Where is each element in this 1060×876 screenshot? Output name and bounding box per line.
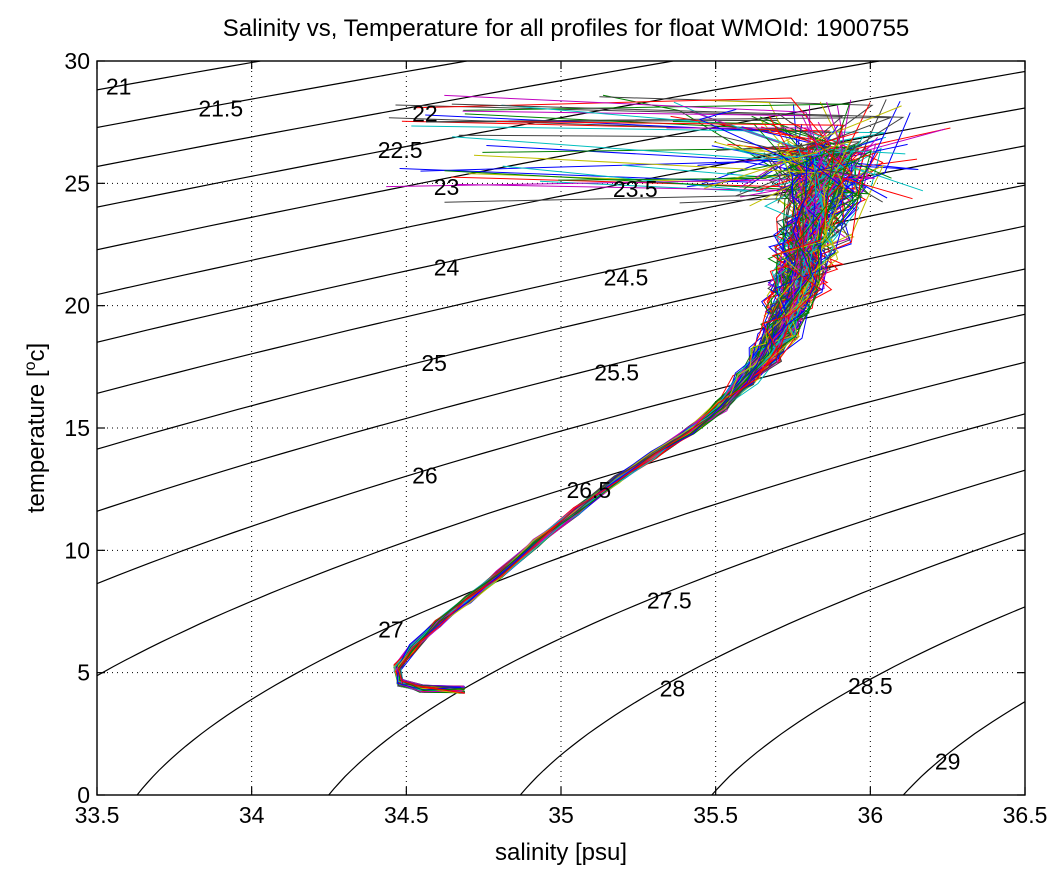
profile-line	[395, 172, 832, 694]
profile-line	[399, 168, 816, 691]
profile-line	[397, 155, 829, 690]
profile-line	[397, 135, 853, 694]
density-contour-line	[97, 225, 1025, 450]
profile-line	[399, 158, 832, 691]
profile-line	[396, 157, 840, 691]
profile-line	[397, 141, 844, 694]
chart-title: Salinity vs, Temperature for all profile…	[223, 15, 910, 42]
density-contour-label: 23.5	[613, 176, 658, 202]
x-tick-label: 35.5	[693, 802, 738, 828]
profile-line	[393, 147, 847, 693]
profile-line	[399, 149, 846, 689]
density-contour-line	[97, 107, 1025, 296]
y-tick-label: 20	[64, 293, 90, 319]
density-contour-label: 28.5	[848, 673, 893, 699]
y-tick-label: 25	[64, 170, 90, 196]
y-axis-label: temperature [oc]	[22, 343, 50, 513]
density-contour-line	[97, 361, 1025, 677]
y-tick-label: 5	[77, 660, 90, 686]
density-contour-line	[97, 145, 1025, 343]
profile-line	[398, 150, 826, 691]
profile-line	[396, 131, 855, 693]
ticks: 33.5 34 34.5 35 35.5 36 36.5 0 5 10 15 20 25 30	[64, 48, 1047, 828]
y-axis-label-superscript: o	[22, 361, 39, 370]
profile-line	[395, 154, 825, 692]
profile-line	[397, 151, 839, 692]
profile-line	[398, 131, 843, 693]
x-axis-label: salinity [psu]	[495, 839, 627, 866]
density-contour-label: 26.5	[566, 477, 611, 503]
density-contour-label: 22.5	[378, 137, 423, 163]
density-contour-label: 27.5	[647, 587, 692, 613]
density-contours	[97, 61, 1025, 795]
density-contour-label: 28	[660, 675, 686, 701]
density-contour-line	[97, 61, 880, 208]
y-tick-label: 30	[64, 48, 90, 74]
y-tick-label: 10	[64, 537, 90, 563]
density-contour-label: 24.5	[604, 264, 649, 290]
x-tick-label: 36.5	[1003, 802, 1048, 828]
density-contour-label: 25	[421, 350, 447, 376]
density-contour-label: 25.5	[594, 360, 639, 386]
y-tick-label: 15	[64, 415, 90, 441]
density-contour-line	[519, 532, 1025, 795]
profile-line	[396, 165, 913, 693]
profile-line	[388, 117, 833, 689]
density-contour-label: 21	[106, 73, 132, 99]
x-tick-label: 34	[239, 802, 265, 828]
x-tick-label: 34.5	[384, 802, 429, 828]
x-tick-label: 36	[858, 802, 884, 828]
profile-line	[396, 162, 836, 691]
profile-line	[394, 146, 851, 690]
y-axis-label-part-2: c]	[23, 343, 50, 362]
profile-line	[395, 144, 848, 691]
density-contour-label: 23	[434, 174, 460, 200]
density-contour-label: 26	[412, 462, 438, 488]
y-tick-label: 0	[77, 782, 90, 808]
density-contour-label: 22	[412, 100, 438, 126]
x-tick-label: 33.5	[75, 802, 120, 828]
density-contour-line	[97, 70, 1025, 251]
density-contour-label: 27	[378, 617, 404, 643]
profile-line	[398, 148, 835, 691]
profile-line	[398, 151, 818, 693]
density-contour-line	[97, 184, 1025, 394]
density-contour-line	[136, 413, 1025, 795]
profile-line	[399, 173, 822, 689]
x-tick-label: 35	[548, 802, 574, 828]
density-contour-line	[711, 606, 1025, 795]
density-contour-line	[902, 700, 1025, 795]
density-contour-line	[97, 313, 1025, 585]
y-axis-label-part-1: temperature [	[23, 370, 50, 513]
density-contour-label: 24	[434, 255, 460, 281]
density-contour-label: 21.5	[198, 95, 243, 121]
profile-line	[398, 148, 827, 692]
profiles	[386, 94, 951, 694]
profile-line	[396, 161, 834, 689]
profile-line	[399, 126, 852, 692]
density-contour-labels: 21 21.5 22 22.5 23 23.5 24 24.5 25 25.5 26 26.5 27 27…	[106, 73, 961, 774]
density-contour-label: 29	[935, 749, 961, 775]
profile-line	[393, 161, 836, 694]
density-contour-line	[97, 268, 1025, 512]
density-contour-line	[328, 469, 1025, 795]
profile-line	[397, 152, 820, 694]
profile-line	[397, 157, 825, 693]
profile-line	[397, 144, 844, 692]
profile-line	[393, 156, 858, 694]
